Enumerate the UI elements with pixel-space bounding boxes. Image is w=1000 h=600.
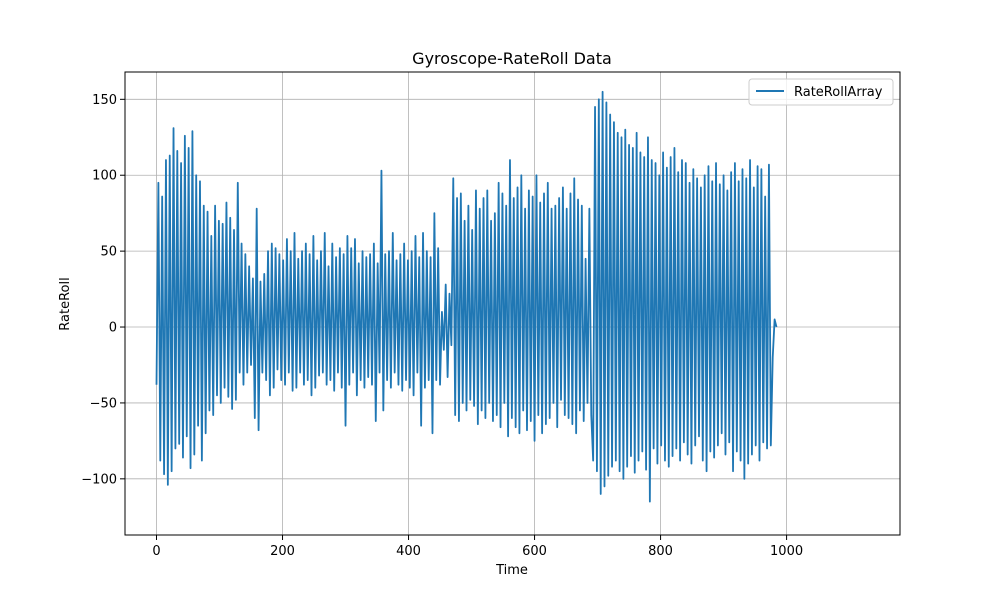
series-line-rateroll (155, 90, 778, 503)
legend: RateRollArray (748, 78, 894, 106)
x-tick-label: 1000 (770, 544, 803, 559)
y-tick-label: −50 (90, 396, 117, 411)
legend-label-rateroll: RateRollArray (794, 85, 883, 100)
legend-box (748, 78, 894, 106)
y-tick-label: 0 (109, 321, 117, 336)
x-tick-label: 0 (152, 544, 160, 559)
y-tick-label: 150 (92, 93, 117, 108)
y-tick-label: 100 (92, 169, 117, 184)
series-layer (155, 90, 778, 503)
x-axis-title: Time (495, 563, 528, 578)
y-tick-label: −100 (81, 472, 117, 487)
y-axis-title: RateRoll (58, 277, 73, 330)
x-tick-label: 200 (270, 544, 295, 559)
axis-ticks: 0 200 400 600 800 1000 −100 −50 0 50 100 150 (81, 93, 803, 559)
x-tick-label: 400 (396, 544, 421, 559)
x-tick-label: 600 (522, 544, 547, 559)
y-tick-label: 50 (100, 245, 117, 260)
chart-title: Gyroscope-RateRoll Data (412, 49, 612, 68)
x-tick-label: 800 (648, 544, 673, 559)
plot-area-frame (124, 71, 901, 536)
